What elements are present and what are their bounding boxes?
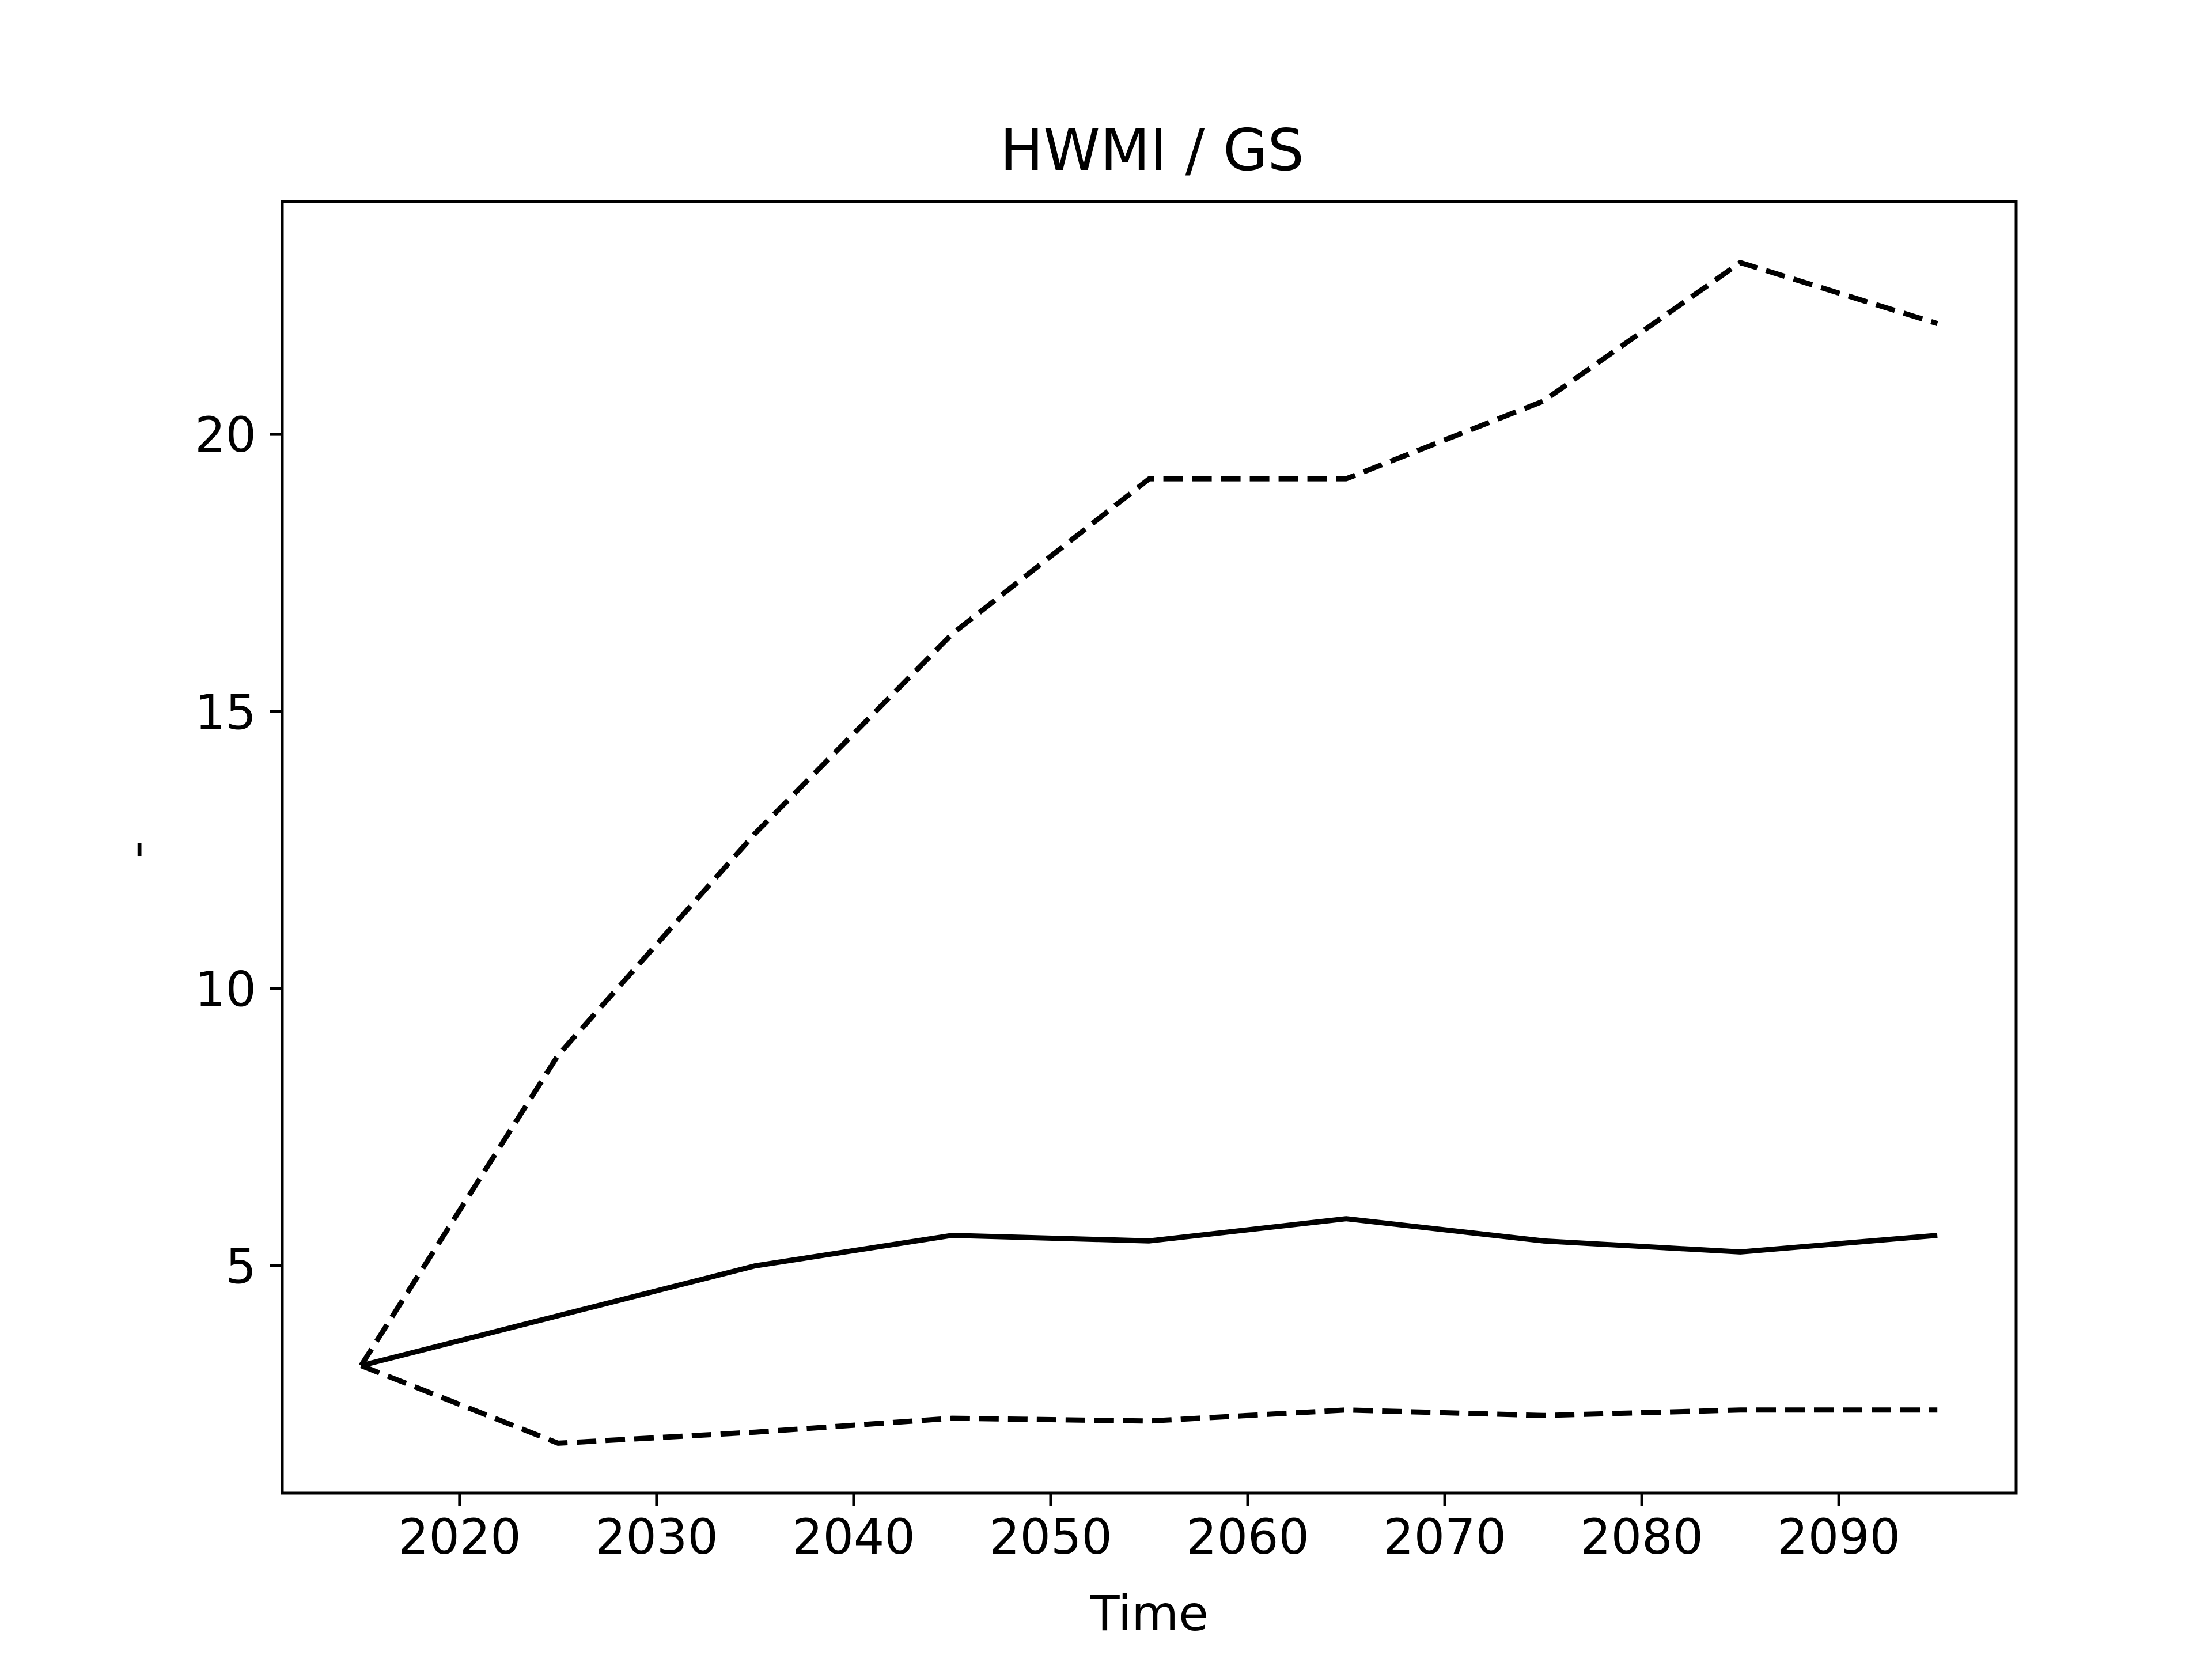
series-layer <box>359 260 1938 1446</box>
series-line-2 <box>360 1216 1938 1369</box>
x-tick-label: 2070 <box>1383 1509 1506 1565</box>
y-axis: 5 10 15 20 <box>195 407 282 1294</box>
x-axis-title: Time <box>1089 1585 1209 1642</box>
x-tick-label: 2040 <box>792 1509 915 1565</box>
y-axis-title: - <box>108 841 164 858</box>
x-tick-label: 2090 <box>1777 1509 1900 1565</box>
y-tick-label: 10 <box>195 961 256 1017</box>
series-line-1 <box>359 260 1938 1368</box>
x-tick-label: 2060 <box>1186 1509 1309 1565</box>
x-tick-label: 2050 <box>989 1509 1112 1565</box>
chart-title: HWMI / GS <box>1000 116 1304 184</box>
y-tick-label: 5 <box>226 1238 256 1294</box>
y-tick-label: 15 <box>195 684 256 740</box>
series-line-3 <box>360 1363 1938 1446</box>
x-axis: 2020 2030 2040 2050 2060 2070 2080 2090 <box>398 1493 1900 1565</box>
y-tick-label: 20 <box>195 407 256 463</box>
x-tick-label: 2020 <box>398 1509 521 1565</box>
x-tick-label: 2030 <box>595 1509 718 1565</box>
x-tick-label: 2080 <box>1580 1509 1703 1565</box>
plot-frame <box>281 200 2018 1495</box>
